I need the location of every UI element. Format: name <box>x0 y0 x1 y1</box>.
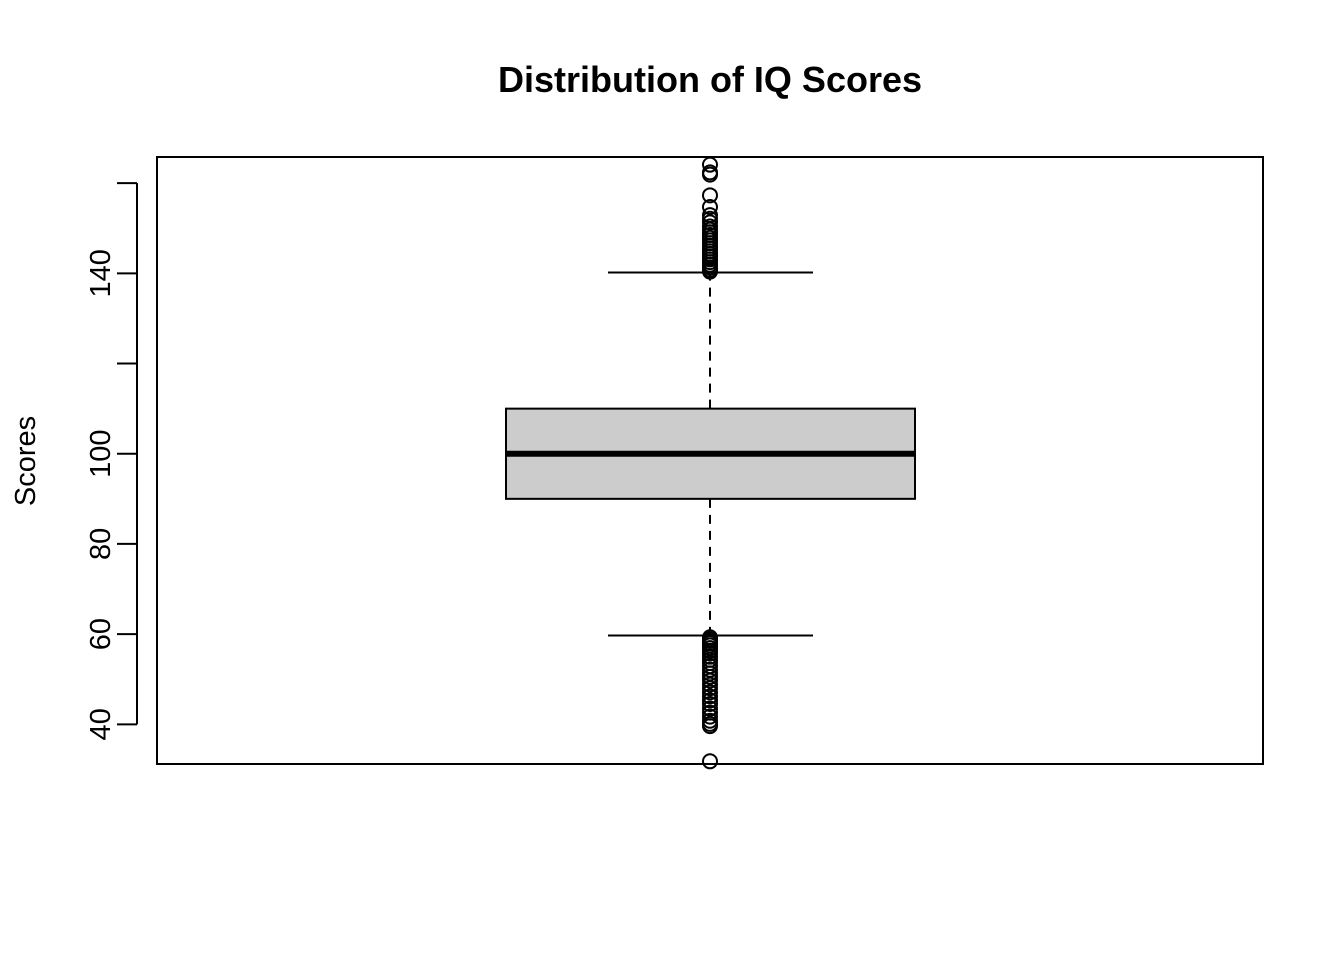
y-tick-label: 100 <box>85 430 117 478</box>
outlier-point <box>702 688 718 705</box>
y-axis: 40 60 80 100 140 <box>85 182 138 740</box>
outlier-point <box>702 712 718 729</box>
outlier-point <box>702 704 718 721</box>
outlier-point <box>702 207 718 224</box>
y-tick-label: 140 <box>85 249 117 297</box>
y-tick-label: 60 <box>85 618 117 650</box>
outlier-point <box>702 187 718 204</box>
outlier-point <box>702 199 718 216</box>
y-tick-label: 80 <box>85 528 117 560</box>
outlier-point <box>702 700 718 717</box>
outlier-point <box>702 629 718 646</box>
outlier-point <box>702 708 718 725</box>
outlier-point <box>702 156 718 173</box>
outlier-point <box>702 218 718 235</box>
boxplot-group <box>505 156 916 770</box>
outlier-point <box>702 753 718 770</box>
chart-title: Distribution of IQ Scores <box>498 59 922 100</box>
y-axis-label: Scores <box>10 416 42 506</box>
outlier-point <box>702 692 718 709</box>
outlier-point <box>702 164 718 181</box>
outlier-point <box>702 684 718 701</box>
y-tick-label: 40 <box>85 708 117 740</box>
